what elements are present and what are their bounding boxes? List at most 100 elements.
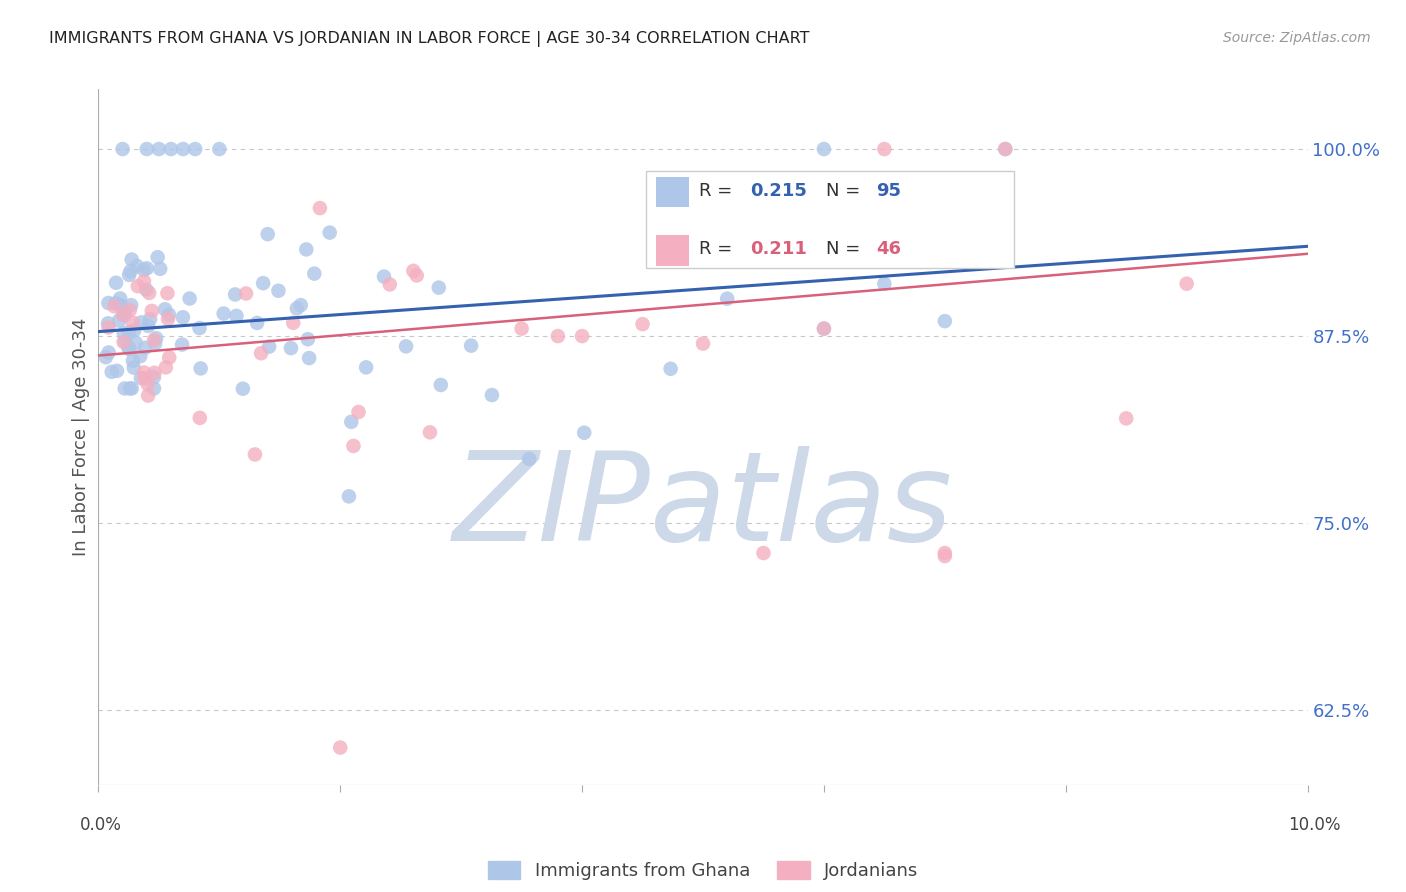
- Point: [143, 366, 166, 380]
- Point: [118, 268, 141, 282]
- Point: [813, 321, 835, 335]
- Point: [129, 349, 152, 363]
- Point: [142, 370, 165, 384]
- Point: [340, 415, 363, 429]
- Point: [190, 361, 212, 376]
- Point: [994, 142, 1017, 156]
- Point: [97, 316, 120, 330]
- Point: [172, 310, 194, 325]
- Point: [143, 336, 166, 351]
- Point: [134, 371, 156, 385]
- Text: 0.0%: 0.0%: [80, 816, 122, 834]
- Point: [318, 226, 340, 240]
- Point: [256, 227, 278, 242]
- Text: ZIPatlas: ZIPatlas: [453, 446, 953, 567]
- Point: [179, 292, 201, 306]
- Point: [129, 371, 152, 385]
- Y-axis label: In Labor Force | Age 30-34: In Labor Force | Age 30-34: [72, 318, 90, 557]
- Point: [120, 264, 142, 278]
- Point: [250, 346, 273, 360]
- Point: [283, 316, 305, 330]
- Point: [110, 299, 132, 313]
- Point: [97, 345, 120, 359]
- Point: [934, 314, 956, 328]
- Point: [280, 341, 302, 355]
- Point: [517, 452, 540, 467]
- Point: [224, 287, 246, 301]
- Point: [873, 142, 896, 156]
- Point: [208, 142, 231, 156]
- Point: [157, 351, 180, 365]
- Point: [285, 301, 308, 316]
- Point: [342, 439, 364, 453]
- Point: [139, 312, 162, 326]
- Text: 95: 95: [876, 182, 901, 200]
- Point: [405, 268, 427, 283]
- Point: [188, 410, 211, 425]
- Text: IMMIGRANTS FROM GHANA VS JORDANIAN IN LABOR FORCE | AGE 30-34 CORRELATION CHART: IMMIGRANTS FROM GHANA VS JORDANIAN IN LA…: [49, 31, 810, 47]
- Point: [232, 382, 254, 396]
- Point: [347, 405, 370, 419]
- Point: [122, 353, 145, 368]
- Point: [329, 740, 352, 755]
- Point: [114, 381, 136, 395]
- Point: [118, 381, 141, 395]
- Point: [136, 318, 159, 333]
- Point: [427, 280, 450, 294]
- Point: [134, 341, 156, 355]
- Point: [373, 269, 395, 284]
- Point: [378, 277, 401, 292]
- Point: [1115, 411, 1137, 425]
- Point: [118, 326, 141, 340]
- Point: [172, 337, 194, 351]
- Point: [111, 308, 134, 322]
- Text: 10.0%: 10.0%: [1288, 816, 1341, 834]
- Point: [127, 279, 149, 293]
- Point: [97, 296, 120, 310]
- Point: [114, 334, 136, 349]
- Point: [188, 321, 211, 335]
- Point: [94, 350, 117, 364]
- Point: [252, 276, 274, 290]
- Point: [120, 298, 142, 312]
- Point: [934, 546, 956, 560]
- Text: Source: ZipAtlas.com: Source: ZipAtlas.com: [1223, 31, 1371, 45]
- Point: [148, 142, 170, 156]
- Point: [153, 302, 176, 317]
- Point: [121, 316, 143, 330]
- Point: [103, 299, 125, 313]
- Text: R =: R =: [699, 182, 744, 200]
- Point: [295, 243, 318, 257]
- Point: [112, 326, 135, 340]
- Point: [692, 336, 714, 351]
- Point: [127, 259, 149, 273]
- Point: [631, 317, 654, 331]
- Point: [132, 274, 155, 288]
- Point: [112, 334, 135, 349]
- Text: 0.215: 0.215: [749, 182, 807, 200]
- Point: [105, 364, 128, 378]
- Point: [136, 377, 159, 392]
- Point: [135, 142, 157, 156]
- Point: [243, 447, 266, 461]
- Point: [143, 333, 166, 347]
- Text: 46: 46: [876, 240, 901, 258]
- Point: [132, 366, 155, 380]
- Point: [395, 339, 418, 353]
- Point: [135, 283, 157, 297]
- Point: [145, 331, 167, 345]
- Point: [481, 388, 503, 402]
- Point: [298, 351, 321, 365]
- Point: [136, 388, 159, 402]
- Point: [225, 309, 247, 323]
- Point: [111, 142, 134, 156]
- Text: 0.211: 0.211: [749, 240, 807, 258]
- Point: [156, 286, 179, 301]
- Point: [257, 340, 280, 354]
- Point: [337, 489, 360, 503]
- Point: [138, 285, 160, 300]
- Point: [246, 316, 269, 330]
- Legend: Immigrants from Ghana, Jordanians: Immigrants from Ghana, Jordanians: [481, 854, 925, 888]
- Point: [184, 142, 207, 156]
- Point: [132, 263, 155, 277]
